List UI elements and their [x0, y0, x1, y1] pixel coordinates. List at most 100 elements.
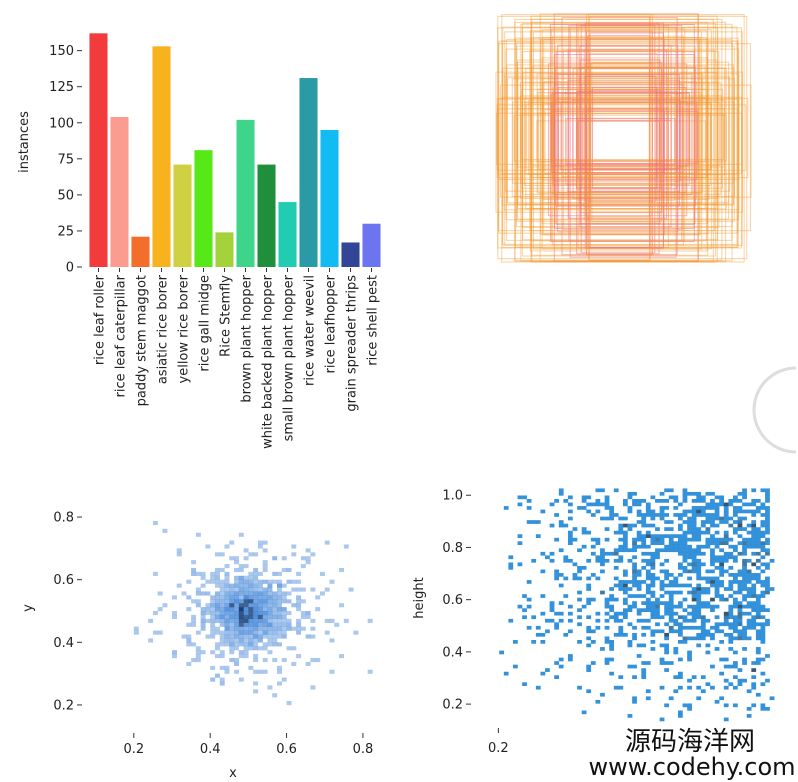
xy-heatmap-ticks: 0.2 0.4 0.6 0.80.20.40.60.8 — [53, 511, 373, 757]
heatmap-cell — [229, 646, 235, 651]
heatmap-cell — [243, 599, 249, 604]
heatmap-cell — [262, 567, 268, 573]
wh-y-tick-label: 1.0 — [442, 489, 463, 504]
heatmap-cell — [728, 682, 734, 687]
heatmap-cell — [577, 565, 582, 570]
heatmap-cell — [272, 630, 278, 635]
bounding-box — [544, 108, 700, 174]
heatmap-cell — [728, 573, 734, 577]
heatmap-cell — [152, 571, 158, 576]
heatmap-cell — [305, 548, 311, 553]
heatmap-cell — [600, 692, 605, 697]
heatmap-cell — [176, 552, 182, 557]
heatmap-cell — [705, 643, 711, 648]
heatmap-cell — [604, 597, 610, 602]
heatmap-cell — [613, 615, 619, 620]
heatmap-cell — [710, 632, 715, 637]
heatmap-cell — [719, 597, 725, 602]
heatmap-cell — [641, 520, 647, 524]
heatmap-cell — [746, 625, 752, 630]
heatmap-cell — [682, 491, 688, 496]
heatmap-cell — [742, 548, 747, 553]
heatmap-cell — [655, 541, 660, 546]
heatmap-cell — [563, 594, 569, 598]
bar — [320, 129, 339, 267]
heatmap-cell — [742, 558, 747, 563]
heatmap-cell — [677, 590, 683, 595]
heatmap-cell — [253, 607, 259, 612]
heatmap-cell — [691, 597, 697, 602]
heatmap-cell — [728, 537, 734, 542]
heatmap-cell — [609, 643, 615, 648]
heatmap-cell — [645, 661, 651, 665]
heatmap-cell — [243, 611, 249, 616]
bar-x-tick-label: rice leafhopper — [324, 274, 339, 373]
heatmap-cell — [659, 615, 665, 620]
heatmap-cell — [700, 615, 706, 620]
heatmap-cell — [677, 640, 683, 644]
heatmap-cell — [595, 555, 601, 560]
heatmap-cell — [760, 583, 766, 588]
heatmap-cell — [339, 567, 345, 573]
heatmap-cell — [682, 640, 688, 644]
heatmap-cell — [755, 499, 761, 503]
heatmap-cell — [200, 614, 206, 620]
heatmap-cell — [567, 516, 573, 521]
heatmap-cell — [728, 544, 734, 549]
heatmap-cell — [742, 495, 747, 500]
heatmap-cell — [677, 685, 683, 690]
heatmap-cell — [760, 629, 766, 634]
heatmap-cell — [186, 661, 192, 667]
heatmap-cell — [253, 567, 259, 573]
bar-x-tick-label: asiatic rice borer — [156, 274, 171, 384]
heatmap-cell — [186, 595, 192, 600]
heatmap-cell — [253, 614, 259, 620]
heatmap-cell — [618, 611, 624, 616]
heatmap-cell — [224, 583, 230, 588]
heatmap-cell — [732, 650, 738, 655]
heatmap-cell — [257, 591, 263, 596]
bounding-box — [565, 118, 676, 165]
heatmap-cell — [732, 604, 738, 609]
heatmap-cell — [267, 618, 273, 623]
heatmap-cell — [243, 638, 249, 643]
heatmap-cell — [310, 618, 316, 623]
watermark-line1: 源码海洋网 — [625, 727, 755, 757]
heatmap-cell — [719, 657, 725, 662]
heatmap-cell — [586, 643, 592, 648]
heatmap-cell — [632, 555, 637, 560]
heatmap-cell — [219, 630, 225, 635]
bounding-box — [581, 82, 662, 189]
heatmap-cell — [710, 534, 715, 538]
heatmap-cell — [272, 571, 278, 576]
heatmap-cell — [677, 562, 683, 567]
heatmap-cell — [590, 551, 596, 556]
heatmap-cell — [719, 502, 725, 507]
heatmap-cell — [286, 611, 292, 616]
heatmap-cell — [673, 604, 679, 609]
heatmap-cell — [668, 573, 674, 577]
heatmap-cell — [737, 622, 743, 627]
heatmap-cell — [622, 597, 628, 602]
heatmap-cell — [687, 576, 692, 581]
heatmap-cell — [664, 520, 670, 524]
heatmap-cell — [238, 677, 244, 682]
heatmap-cell — [687, 678, 692, 683]
heatmap-cell — [595, 625, 601, 630]
heatmap-cell — [277, 603, 282, 608]
heatmap-cell — [508, 562, 514, 567]
heatmap-cell — [604, 604, 610, 609]
heatmap-cell — [554, 499, 560, 503]
heatmap-cell — [636, 643, 642, 648]
heatmap-cell — [272, 638, 278, 643]
heatmap-cell — [664, 527, 670, 531]
heatmap-cell — [214, 567, 220, 573]
heatmap-cell — [755, 647, 761, 651]
heatmap-cell — [728, 625, 734, 630]
heatmap-cell — [286, 622, 292, 627]
heatmap-cell — [540, 551, 546, 556]
heatmap-cell — [567, 502, 573, 507]
heatmap-cell — [595, 488, 601, 493]
heatmap-cell — [195, 654, 201, 659]
heatmap-cell — [253, 587, 259, 592]
